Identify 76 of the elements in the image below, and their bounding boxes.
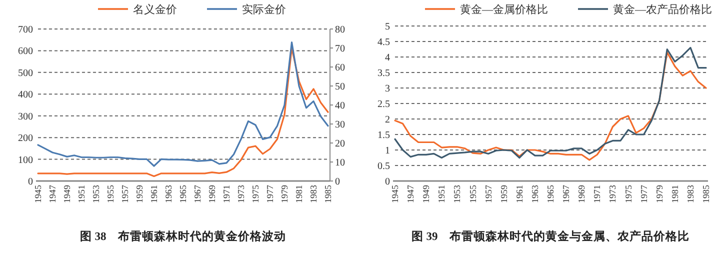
x-tick-label: 1965 xyxy=(546,184,556,203)
x-tick-label: 1961 xyxy=(149,185,159,203)
y-tick-label: 100 xyxy=(18,154,33,166)
x-tick-label: 1955 xyxy=(468,184,478,203)
y-tick-label: 400 xyxy=(18,90,33,101)
x-tick-label: 1945 xyxy=(390,184,400,203)
y-tick-label: 1.5 xyxy=(378,130,390,141)
y-tick-label: 5 xyxy=(385,22,390,32)
x-tick-label: 1967 xyxy=(561,184,572,203)
y-tick-label: 0 xyxy=(28,176,33,188)
legend-label: 黄金—金属价格比 xyxy=(460,3,548,16)
x-tick-label: 1959 xyxy=(498,184,509,203)
x-tick-label: 1953 xyxy=(452,184,462,203)
x-tick-label: 1957 xyxy=(120,184,130,203)
x-tick-label: 1985 xyxy=(323,184,333,203)
x-tick-label: 1957 xyxy=(483,184,494,203)
y-tick-label: 700 xyxy=(18,24,33,36)
x-tick-label: 1967 xyxy=(192,184,202,203)
x-tick-label: 1983 xyxy=(308,184,318,203)
y-tick-label: 500 xyxy=(18,68,33,79)
y2-tick-label: 60 xyxy=(335,62,345,74)
x-tick-label: 1981 xyxy=(294,185,304,203)
y-tick-label: 4.5 xyxy=(378,37,390,48)
text: 图 39 布雷顿森林时代的黄金与金属、农产品价格比 xyxy=(411,229,690,243)
y2-tick-label: 70 xyxy=(335,44,345,54)
x-tick-label: 1977 xyxy=(265,184,275,203)
x-tick-label: 1971 xyxy=(592,185,602,203)
y-tick-label: 3 xyxy=(385,84,390,94)
x-tick-label: 1953 xyxy=(91,184,101,203)
x-tick-label: 1979 xyxy=(280,184,290,203)
legend-label: 实际金价 xyxy=(242,3,286,16)
legend-label: 名义金价 xyxy=(133,3,177,16)
y-tick-label: 1 xyxy=(385,146,390,156)
y-tick-label: 3.5 xyxy=(378,68,390,79)
x-tick-label: 1965 xyxy=(178,184,188,203)
x-tick-label: 1985 xyxy=(701,184,711,203)
y2-tick-label: 30 xyxy=(335,120,345,130)
x-tick-label: 1947 xyxy=(48,184,58,203)
x-tick-label: 1949 xyxy=(62,184,72,203)
y-tick-label: 600 xyxy=(18,46,33,58)
x-tick-label: 1961 xyxy=(514,185,524,203)
x-tick-label: 1973 xyxy=(236,184,246,203)
y-tick-label: 4 xyxy=(385,52,390,64)
x-tick-label: 1955 xyxy=(106,184,116,203)
x-tick-label: 1947 xyxy=(406,184,416,203)
x-tick-label: 1963 xyxy=(530,184,540,203)
y2-tick-label: 50 xyxy=(335,82,345,92)
y-tick-label: 2.5 xyxy=(378,99,390,110)
x-tick-label: 1975 xyxy=(250,184,260,203)
y2-tick-label: 40 xyxy=(335,100,345,112)
y-tick-label: 300 xyxy=(18,111,33,122)
y-tick-label: 0 xyxy=(385,176,390,188)
y2-tick-label: 0 xyxy=(335,176,340,188)
x-tick-label: 1949 xyxy=(421,184,432,203)
x-tick-label: 1951 xyxy=(76,185,86,203)
y-tick-label: 200 xyxy=(18,133,33,144)
x-tick-label: 1983 xyxy=(685,184,696,203)
x-tick-label: 1971 xyxy=(222,185,232,203)
x-tick-label: 1969 xyxy=(576,184,587,203)
x-tick-label: 1979 xyxy=(654,184,664,203)
x-tick-label: 1975 xyxy=(623,184,634,203)
y-tick-label: 0.5 xyxy=(378,161,390,172)
text: 图 38 布雷顿森林时代的黄金价格波动 xyxy=(80,229,286,243)
x-tick-label: 1945 xyxy=(33,184,43,203)
x-tick-label: 1969 xyxy=(207,184,217,203)
y-tick-label: 2 xyxy=(385,114,390,126)
y2-tick-label: 80 xyxy=(335,24,345,36)
x-tick-label: 1951 xyxy=(436,185,447,203)
y2-tick-label: 20 xyxy=(335,138,345,150)
x-tick-label: 1959 xyxy=(134,184,144,203)
x-tick-label: 1981 xyxy=(670,185,680,203)
legend-label: 黄金—农产品价格比 xyxy=(613,3,712,16)
x-tick-label: 1977 xyxy=(638,184,649,203)
x-tick-label: 1973 xyxy=(608,184,618,203)
x-tick-label: 1963 xyxy=(164,184,174,203)
y2-tick-label: 10 xyxy=(335,158,345,168)
